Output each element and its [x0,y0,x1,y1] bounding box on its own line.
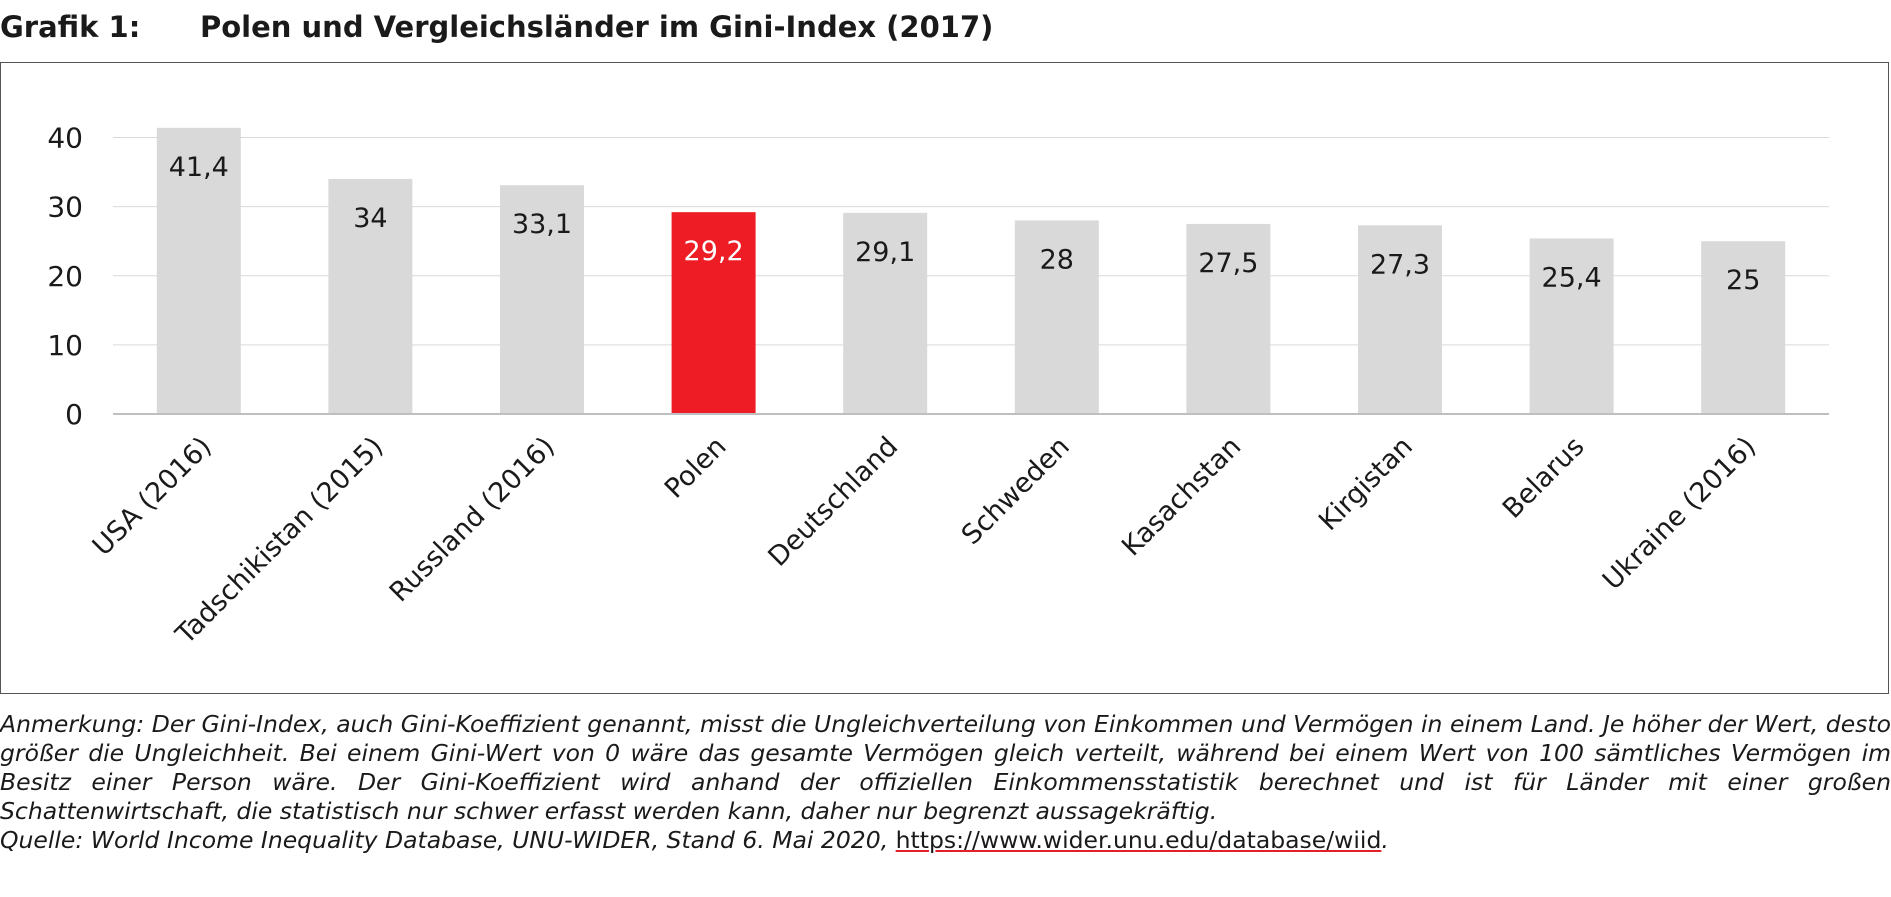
bar [1529,238,1614,414]
x-tick-label: Kasachstan [1116,431,1247,562]
source-line: Quelle: World Income Inequality Database… [0,826,1891,855]
data-label: 27,5 [1198,248,1258,279]
bar [1701,241,1786,414]
annotation-note: Anmerkung: Der Gini-Index, auch Gini-Koe… [0,710,1891,825]
bar [1358,225,1442,414]
figure-title-row: Grafik 1: Polen und Vergleichsländer im … [0,6,1891,52]
bar [500,185,584,414]
bar [843,212,928,414]
bar [1186,223,1271,414]
y-tick-label: 20 [47,260,83,293]
data-label: 29,2 [684,236,744,267]
data-label: 28 [1040,244,1074,275]
x-tick-label: Kirgistan [1313,431,1419,537]
y-tick-label: 0 [65,398,83,431]
data-label: 41,4 [169,152,229,183]
bar [156,127,241,414]
source-link[interactable]: https://www.wider.unu.edu/database/wiid [895,826,1382,854]
data-label: 33,1 [512,209,572,240]
source-prefix: Quelle: World Income Inequality Database… [0,826,896,854]
x-tick-label: USA (2016) [87,431,218,562]
x-tick-label: Belarus [1497,431,1591,525]
x-tick-label: Russland (2016) [384,431,561,608]
x-tick-label: Polen [659,431,733,505]
y-tick-label: 10 [47,329,83,362]
chart-frame: 0 10 20 30 40 41,4 USA (2016) 34 Tadschikistan (… [0,62,1889,694]
data-label: 25 [1726,265,1760,296]
notes-section: Anmerkung: Der Gini-Index, auch Gini-Koe… [0,710,1891,855]
source-suffix: . [1381,826,1389,854]
data-label: 34 [353,203,387,234]
data-label: 25,4 [1542,262,1602,293]
bar [328,178,413,414]
x-tick-label: Ukraine (2016) [1597,431,1762,596]
y-tick-label: 40 [47,122,83,155]
bar [1014,220,1099,414]
x-tick-label: Schweden [956,431,1076,551]
figure-title: Polen und Vergleichsländer im Gini-Index… [200,10,994,44]
data-label: 29,1 [855,237,915,268]
bar-layer [113,127,1829,415]
y-tick-label: 30 [47,191,83,224]
x-tick-label: Deutschland [762,431,904,573]
data-label: 27,3 [1370,249,1430,280]
bar [671,212,756,414]
figure-label: Grafik 1: [0,10,141,44]
